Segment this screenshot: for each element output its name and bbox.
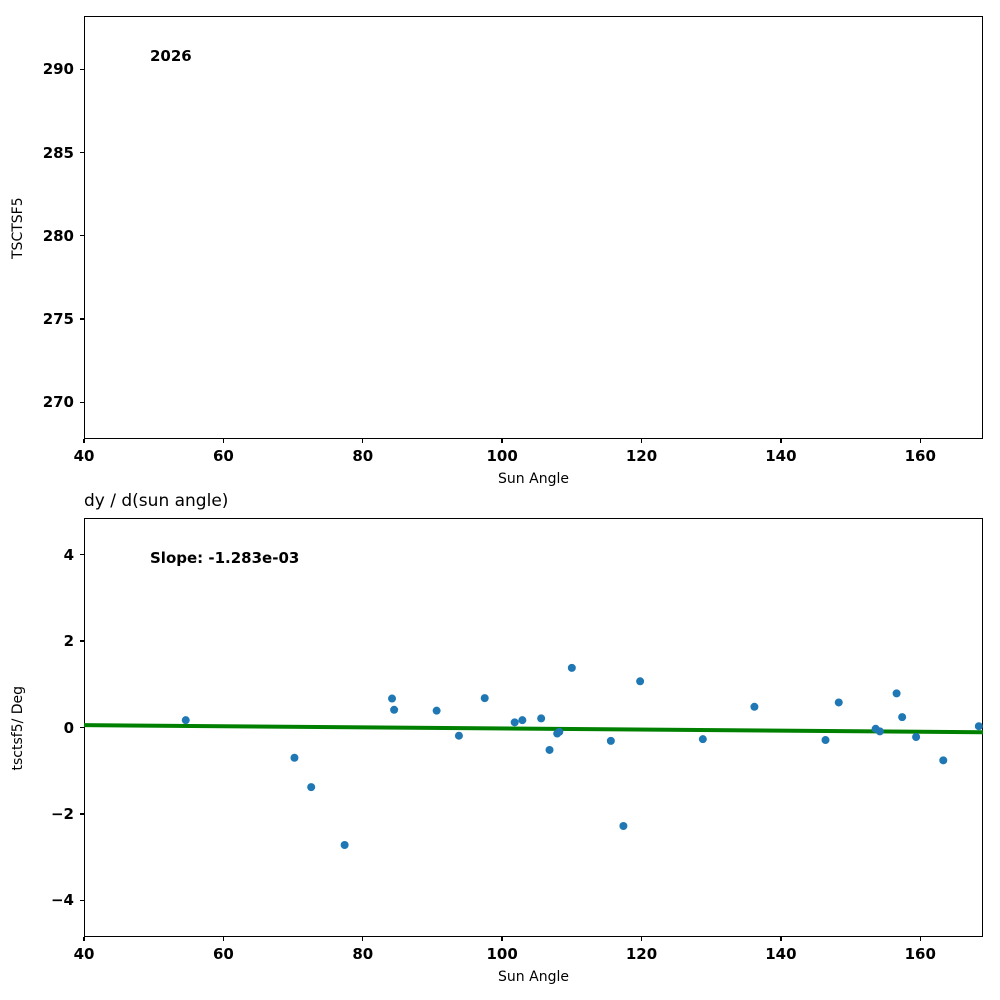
x-tick-mark bbox=[222, 439, 225, 443]
bottom-panel-title: dy / d(sun angle) bbox=[84, 491, 229, 511]
bottom-panel-data-layer bbox=[84, 663, 983, 849]
scatter-point bbox=[821, 736, 830, 745]
y-tick-label: 285 bbox=[42, 143, 74, 162]
x-tick-label: 60 bbox=[212, 447, 234, 465]
x-tick-mark bbox=[83, 937, 85, 941]
scatter-point bbox=[606, 736, 615, 745]
x-tick-label: 40 bbox=[73, 447, 95, 465]
x-tick-mark bbox=[919, 439, 921, 443]
y-tick-label: 275 bbox=[42, 310, 74, 329]
x-tick-mark bbox=[362, 937, 364, 941]
x-tick-label: 160 bbox=[904, 447, 936, 465]
y-tick-label: 2 bbox=[63, 632, 74, 651]
y-tick-mark bbox=[80, 554, 84, 556]
y-tick-label: 4 bbox=[63, 545, 74, 564]
x-tick-label: 100 bbox=[486, 945, 518, 963]
scatter-point bbox=[939, 756, 948, 765]
x-tick-label: 120 bbox=[625, 447, 658, 465]
scatter-point bbox=[636, 677, 645, 686]
scatter-point bbox=[545, 745, 554, 754]
x-tick-mark bbox=[501, 937, 503, 941]
top-panel-x-axis-label: Sun Angle bbox=[498, 471, 569, 487]
scatter-point bbox=[307, 783, 316, 792]
y-tick-label: 270 bbox=[42, 393, 74, 412]
y-tick-mark bbox=[80, 899, 84, 901]
scatter-point bbox=[454, 731, 463, 740]
scatter-point bbox=[898, 713, 907, 722]
x-tick-label: 140 bbox=[765, 447, 797, 465]
scatter-point bbox=[974, 722, 983, 731]
top-panel-axes-frame bbox=[84, 16, 983, 439]
x-tick-label: 140 bbox=[765, 945, 797, 963]
x-tick-mark bbox=[640, 937, 643, 941]
y-tick-mark bbox=[80, 401, 84, 403]
y-tick-mark bbox=[80, 318, 84, 320]
scatter-point bbox=[537, 714, 546, 723]
x-tick-label: 160 bbox=[904, 945, 936, 963]
y-tick-label: 0 bbox=[63, 718, 74, 737]
y-tick-label: −4 bbox=[50, 891, 74, 910]
bottom-panel-x-axis-label: Sun Angle bbox=[498, 969, 569, 985]
x-tick-label: 40 bbox=[73, 945, 95, 963]
top-panel-data-layer bbox=[84, 16, 983, 439]
top-panel-plot-area bbox=[84, 16, 983, 439]
y-tick-mark bbox=[80, 235, 84, 237]
scatter-point bbox=[510, 718, 519, 727]
x-tick-mark bbox=[362, 439, 364, 443]
x-tick-label: 100 bbox=[486, 447, 518, 465]
scatter-point bbox=[181, 716, 190, 725]
x-tick-mark bbox=[640, 439, 643, 443]
scatter-point bbox=[518, 716, 527, 725]
y-tick-label: 280 bbox=[42, 226, 74, 245]
bottom-panel-plot-area bbox=[84, 518, 983, 937]
y-tick-mark bbox=[80, 813, 84, 815]
scatter-point bbox=[555, 727, 564, 736]
scatter-point bbox=[875, 727, 884, 736]
scatter-point bbox=[340, 840, 349, 849]
scatter-point bbox=[912, 733, 921, 742]
x-tick-label: 80 bbox=[352, 945, 374, 963]
y-tick-mark bbox=[80, 68, 84, 70]
y-tick-mark bbox=[80, 151, 84, 154]
x-tick-label: 120 bbox=[625, 945, 658, 963]
scatter-point bbox=[390, 705, 399, 714]
y-tick-label: 290 bbox=[42, 60, 74, 79]
x-tick-mark bbox=[919, 937, 921, 941]
scatter-point bbox=[619, 821, 628, 830]
x-tick-label: 80 bbox=[352, 447, 374, 465]
x-tick-mark bbox=[501, 439, 503, 443]
scatter-point bbox=[290, 753, 299, 762]
bottom-panel-y-axis-label: tsctsf5/ Deg bbox=[10, 685, 26, 770]
x-tick-mark bbox=[222, 937, 225, 941]
scatter-point bbox=[750, 702, 759, 711]
scatter-point bbox=[567, 663, 576, 672]
scatter-point bbox=[480, 694, 489, 703]
y-tick-mark bbox=[80, 640, 84, 642]
top-panel-annotation: 2026 bbox=[150, 47, 192, 65]
scatter-point bbox=[388, 694, 397, 703]
scatter-point bbox=[698, 735, 707, 744]
x-tick-mark bbox=[83, 439, 85, 443]
bottom-panel-slope-annotation: Slope: -1.283e-03 bbox=[150, 549, 300, 567]
scatter-point bbox=[432, 706, 441, 715]
top-panel-y-axis-label: TSCTSF5 bbox=[10, 196, 26, 259]
scatter-point bbox=[892, 689, 901, 698]
y-tick-label: −2 bbox=[50, 804, 74, 823]
scatter-point bbox=[834, 698, 843, 707]
x-tick-mark bbox=[780, 937, 782, 941]
x-tick-mark bbox=[780, 439, 782, 443]
x-tick-label: 60 bbox=[212, 945, 234, 963]
trendline bbox=[84, 723, 983, 735]
y-tick-mark bbox=[80, 726, 84, 729]
